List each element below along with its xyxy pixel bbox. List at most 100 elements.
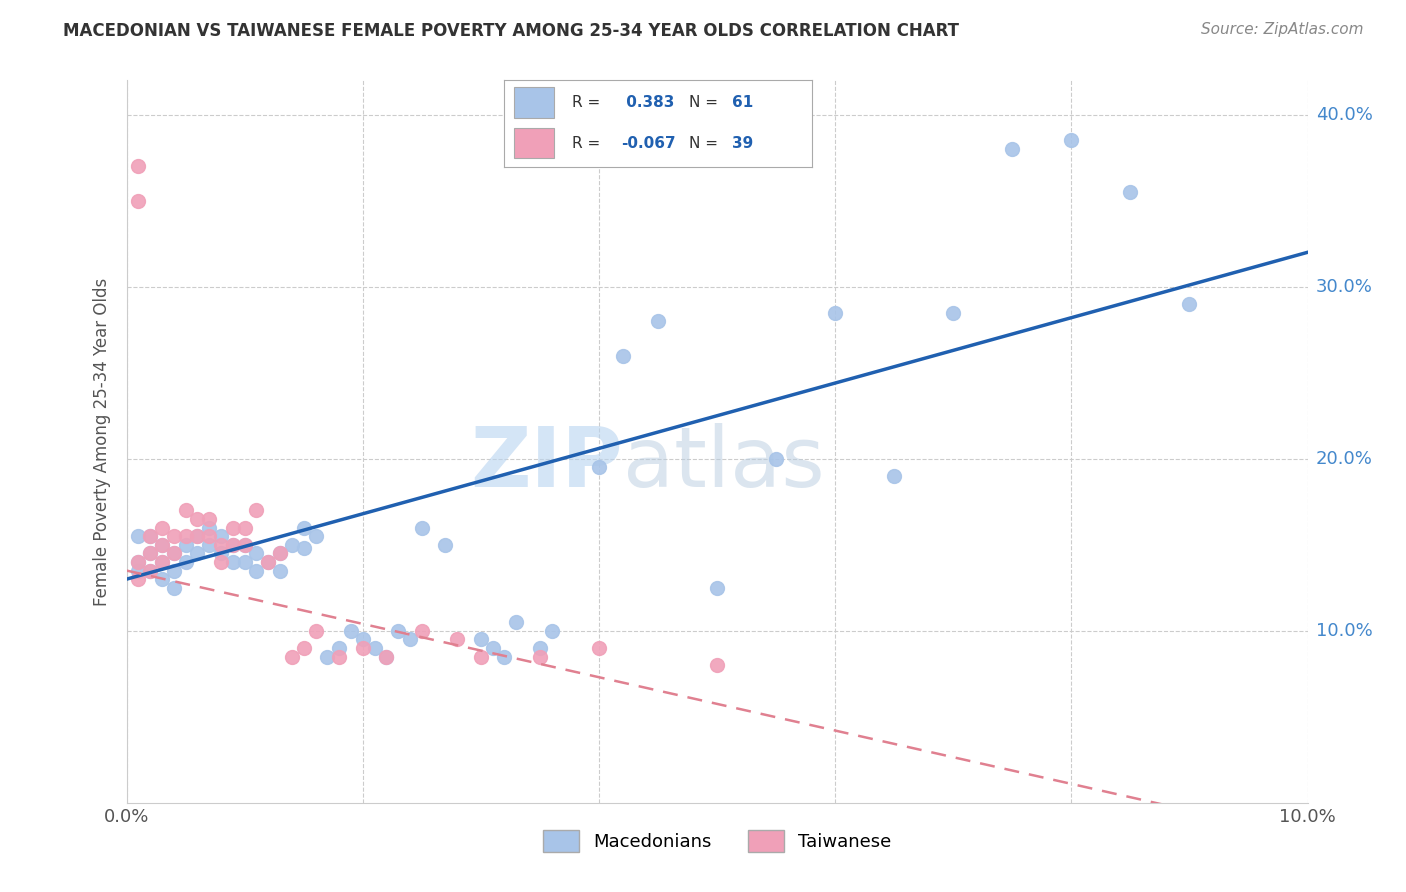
Point	[150, 538, 173, 552]
Point	[375, 649, 398, 664]
Point	[942, 305, 965, 319]
Point	[529, 640, 551, 655]
Text: 40.0%: 40.0%	[1316, 105, 1372, 124]
Point	[1060, 133, 1083, 147]
Point	[883, 469, 905, 483]
Point	[174, 503, 197, 517]
Point	[269, 546, 291, 560]
Point	[139, 529, 162, 543]
Point	[150, 555, 173, 569]
Point	[198, 529, 221, 543]
Point	[470, 632, 492, 647]
Point	[139, 546, 162, 560]
Point	[127, 555, 149, 569]
Point	[174, 529, 197, 543]
Point	[222, 555, 245, 569]
Point	[209, 538, 232, 552]
Point	[292, 640, 315, 655]
Point	[222, 538, 245, 552]
Point	[363, 640, 385, 655]
Point	[269, 546, 291, 560]
Point	[470, 649, 492, 664]
Point	[209, 546, 232, 560]
Point	[292, 541, 315, 556]
Point	[139, 546, 162, 560]
Point	[174, 555, 197, 569]
Point	[233, 555, 256, 569]
Text: 20.0%: 20.0%	[1316, 450, 1372, 467]
Point	[163, 546, 186, 560]
Point	[352, 632, 374, 647]
Point	[765, 451, 787, 466]
Point	[304, 529, 326, 543]
Point	[139, 529, 162, 543]
Point	[1178, 297, 1201, 311]
Point	[375, 649, 398, 664]
Text: 30.0%: 30.0%	[1316, 277, 1372, 296]
Point	[1001, 142, 1024, 156]
Point	[824, 305, 846, 319]
Point	[352, 640, 374, 655]
Point	[150, 572, 173, 586]
Point	[127, 529, 149, 543]
Point	[150, 538, 173, 552]
Point	[411, 520, 433, 534]
Point	[127, 194, 149, 208]
Text: ZIP: ZIP	[470, 423, 623, 504]
Point	[233, 520, 256, 534]
Point	[127, 572, 149, 586]
Point	[139, 564, 162, 578]
Point	[446, 632, 468, 647]
Point	[340, 624, 363, 638]
Point	[150, 555, 173, 569]
Point	[1119, 185, 1142, 199]
Point	[281, 538, 304, 552]
Point	[434, 538, 457, 552]
Point	[245, 564, 267, 578]
Point	[163, 546, 186, 560]
Text: Source: ZipAtlas.com: Source: ZipAtlas.com	[1201, 22, 1364, 37]
Point	[399, 632, 422, 647]
Point	[387, 624, 409, 638]
Point	[647, 314, 669, 328]
Point	[186, 546, 208, 560]
Point	[233, 538, 256, 552]
Point	[245, 503, 267, 517]
Point	[163, 529, 186, 543]
Point	[257, 555, 280, 569]
Point	[209, 555, 232, 569]
Point	[706, 581, 728, 595]
Point	[257, 555, 280, 569]
Point	[127, 159, 149, 173]
Point	[150, 520, 173, 534]
Point	[127, 564, 149, 578]
Point	[292, 520, 315, 534]
Point	[494, 649, 516, 664]
Legend: Macedonians, Taiwanese: Macedonians, Taiwanese	[536, 822, 898, 859]
Point	[186, 529, 208, 543]
Point	[245, 546, 267, 560]
Point	[222, 538, 245, 552]
Point	[304, 624, 326, 638]
Point	[198, 538, 221, 552]
Point	[222, 520, 245, 534]
Point	[209, 529, 232, 543]
Point	[588, 460, 610, 475]
Point	[706, 658, 728, 673]
Text: MACEDONIAN VS TAIWANESE FEMALE POVERTY AMONG 25-34 YEAR OLDS CORRELATION CHART: MACEDONIAN VS TAIWANESE FEMALE POVERTY A…	[63, 22, 959, 40]
Point	[163, 564, 186, 578]
Point	[174, 538, 197, 552]
Point	[233, 538, 256, 552]
Point	[612, 349, 634, 363]
Point	[186, 529, 208, 543]
Point	[198, 520, 221, 534]
Y-axis label: Female Poverty Among 25-34 Year Olds: Female Poverty Among 25-34 Year Olds	[93, 277, 111, 606]
Point	[127, 555, 149, 569]
Point	[505, 615, 527, 630]
Point	[281, 649, 304, 664]
Text: atlas: atlas	[623, 423, 824, 504]
Point	[163, 581, 186, 595]
Point	[588, 640, 610, 655]
Point	[186, 512, 208, 526]
Point	[198, 512, 221, 526]
